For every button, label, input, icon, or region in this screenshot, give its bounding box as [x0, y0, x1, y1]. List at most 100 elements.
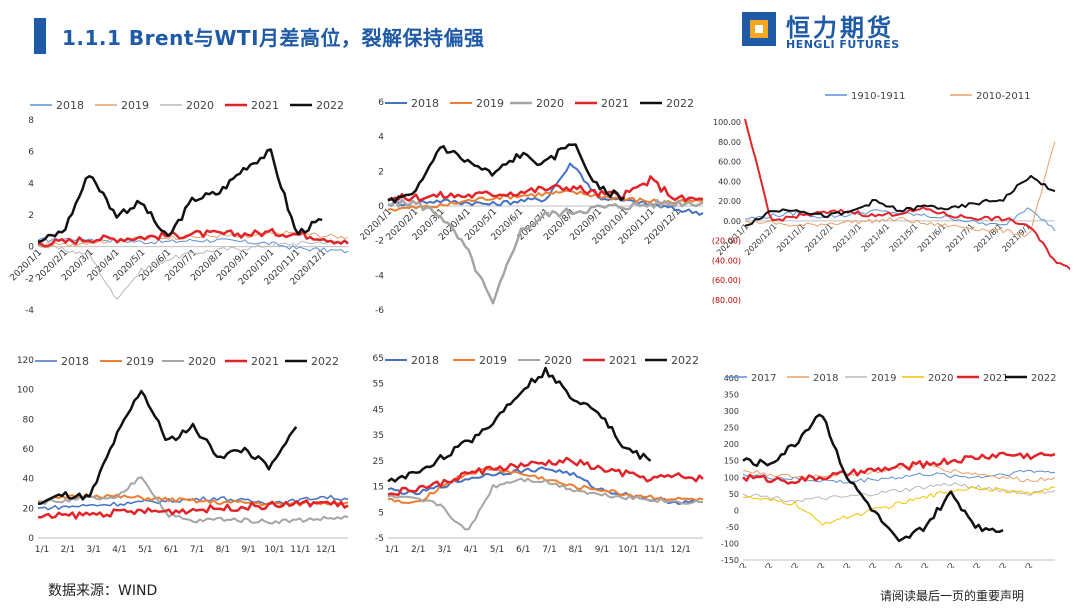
legend-label: 2019 — [476, 97, 504, 110]
y-tick-label: 6 — [378, 98, 384, 108]
legend-label: 2010-2011 — [976, 91, 1031, 102]
y-tick-label: 65 — [373, 354, 384, 364]
series-line-2018 — [37, 236, 349, 254]
x-tick-label: 3/1 — [437, 545, 451, 555]
logo-en-text: HENGLI FUTURES — [786, 38, 900, 51]
y-tick-label: 35 — [373, 431, 384, 441]
series-line-2019 — [387, 466, 704, 504]
legend-label: 2018 — [411, 354, 439, 367]
y-tick-label: -2 — [25, 274, 34, 284]
series-line-2020 — [387, 477, 704, 531]
x-tick-label: 2021/2/1 — [803, 222, 835, 254]
x-tick-label: 2/1 — [411, 545, 425, 555]
y-tick-label: 25 — [373, 457, 384, 467]
logo-mark-core — [755, 25, 763, 33]
y-tick-label: (20.00) — [712, 237, 741, 246]
x-tick-label: 1/1 — [35, 545, 49, 555]
legend-label: 2020 — [186, 99, 214, 112]
x-tick-label: 9/1 — [595, 545, 609, 555]
series-line-2022 — [742, 413, 1004, 543]
y-tick-label: (80.00) — [712, 296, 741, 305]
legend-label: 2020 — [536, 97, 564, 110]
legend-label: 2022 — [671, 354, 699, 367]
y-tick-label: -5 — [375, 534, 384, 544]
series-line-2021 — [387, 456, 704, 496]
x-tick-label: 8/1 — [216, 545, 230, 555]
y-tick-label: -150 — [721, 556, 739, 565]
chart-crack-1: 0 20 40 60 80 100 120 1/1 2/1 3/1 4/1 5/1 6/1 7/1 8/1 9… — [17, 355, 349, 555]
legend-label: 2019 — [126, 355, 154, 368]
y-tick-label: 300 — [724, 407, 739, 416]
legend-label: 2020 — [188, 355, 216, 368]
y-tick-label: 400 — [724, 374, 739, 383]
y-tick-label: 100 — [724, 473, 739, 482]
y-tick-label: 4 — [378, 133, 384, 143]
x-tick-label: 7/1 — [190, 545, 204, 555]
y-tick-label: 80 — [23, 415, 35, 425]
disclaimer-note: 请阅读最后一页的重要声明 — [880, 589, 1025, 603]
legend-label: 2020 — [544, 354, 572, 367]
legend-label: 2022 — [316, 99, 344, 112]
page-title: 1.1.1 Brent与WTI月差高位，裂解保持偏强 — [62, 26, 485, 50]
y-tick-label: 60 — [23, 445, 35, 455]
legend-label: 2021 — [251, 355, 279, 368]
y-tick-label: 40 — [23, 475, 35, 485]
y-tick-label: 80.00 — [718, 138, 741, 147]
legend-label: 2019 — [479, 354, 507, 367]
y-tick-label: 0 — [28, 243, 34, 253]
y-tick-label: (40.00) — [712, 256, 741, 265]
x-tick-label: 2021/8/1 — [972, 222, 1004, 254]
logo-cn-text: 恒力期货 — [786, 14, 894, 42]
y-tick-label: -6 — [375, 306, 384, 316]
x-tick-label: 8/1 — [569, 545, 583, 555]
y-tick-label: -4 — [25, 306, 34, 316]
legend-label: 2022 — [1031, 373, 1056, 384]
x-tick-label: 2021/5/1 — [888, 222, 920, 254]
y-tick-label: 350 — [724, 391, 739, 400]
series-line-2020 — [37, 240, 349, 300]
x-tick-label: 4/1 — [464, 545, 478, 555]
series-line-2019 — [387, 189, 704, 212]
y-tick-label: 150 — [724, 457, 739, 466]
x-tick-label: 6/1 — [516, 545, 530, 555]
legend-label: 2020 — [928, 373, 953, 384]
y-tick-label: 6 — [28, 148, 34, 158]
y-tick-label: 250 — [724, 424, 739, 433]
legend-label: 2017 — [751, 373, 776, 384]
x-tick-label: 10/1 — [618, 545, 638, 555]
x-tick-label: 2/1 — [61, 545, 75, 555]
series-line-2018 — [742, 462, 1056, 483]
y-tick-label: 200 — [724, 440, 739, 449]
y-tick-label: -4 — [375, 271, 384, 281]
data-source-note: 数据来源：WIND — [48, 583, 158, 599]
x-tick-label: 5/1 — [138, 545, 152, 555]
x-tick-label: 5/1 — [490, 545, 504, 555]
chart-wti-spread: -6-4-202462020/1/12020/2/12020/3/12020/4… — [360, 97, 704, 316]
series-line-extra-3 — [744, 174, 1056, 227]
chart-crack-3: -150-100-500501001502002503003504002020/… — [717, 373, 1057, 568]
legend-label: 2018 — [813, 373, 838, 384]
x-tick-label: 2021/6/1 — [916, 222, 948, 254]
x-tick-label: 7/1 — [542, 545, 556, 555]
series-line-2021 — [742, 451, 1056, 485]
series-line-2021 — [37, 499, 349, 520]
x-tick-label: 10/1 — [264, 545, 284, 555]
x-tick-label: 12/1 — [316, 545, 336, 555]
y-tick-label: 15 — [373, 483, 384, 493]
x-tick-label: 3/1 — [86, 545, 100, 555]
y-tick-label: 2 — [28, 211, 34, 221]
y-tick-label: -50 — [726, 523, 739, 532]
y-tick-label: 55 — [373, 380, 384, 390]
y-tick-label: 0 — [734, 506, 739, 515]
chart-spread-1910-2010: 100.00 80.00 60.00 40.00 20.00 0.00 (20.00) (40… — [712, 91, 1070, 305]
legend-label: 2021 — [251, 99, 279, 112]
series-line-extra-2 — [744, 118, 1070, 271]
legend-label: 2021 — [609, 354, 637, 367]
legend-label: 1910-1911 — [851, 91, 906, 102]
legend-label: 2018 — [411, 97, 439, 110]
y-tick-label: 0 — [378, 202, 384, 212]
y-tick-label: 45 — [373, 405, 384, 415]
y-tick-label: 20.00 — [718, 197, 741, 206]
legend-label: 2021 — [601, 97, 629, 110]
x-tick-label: 2021/3/1 — [831, 222, 863, 254]
